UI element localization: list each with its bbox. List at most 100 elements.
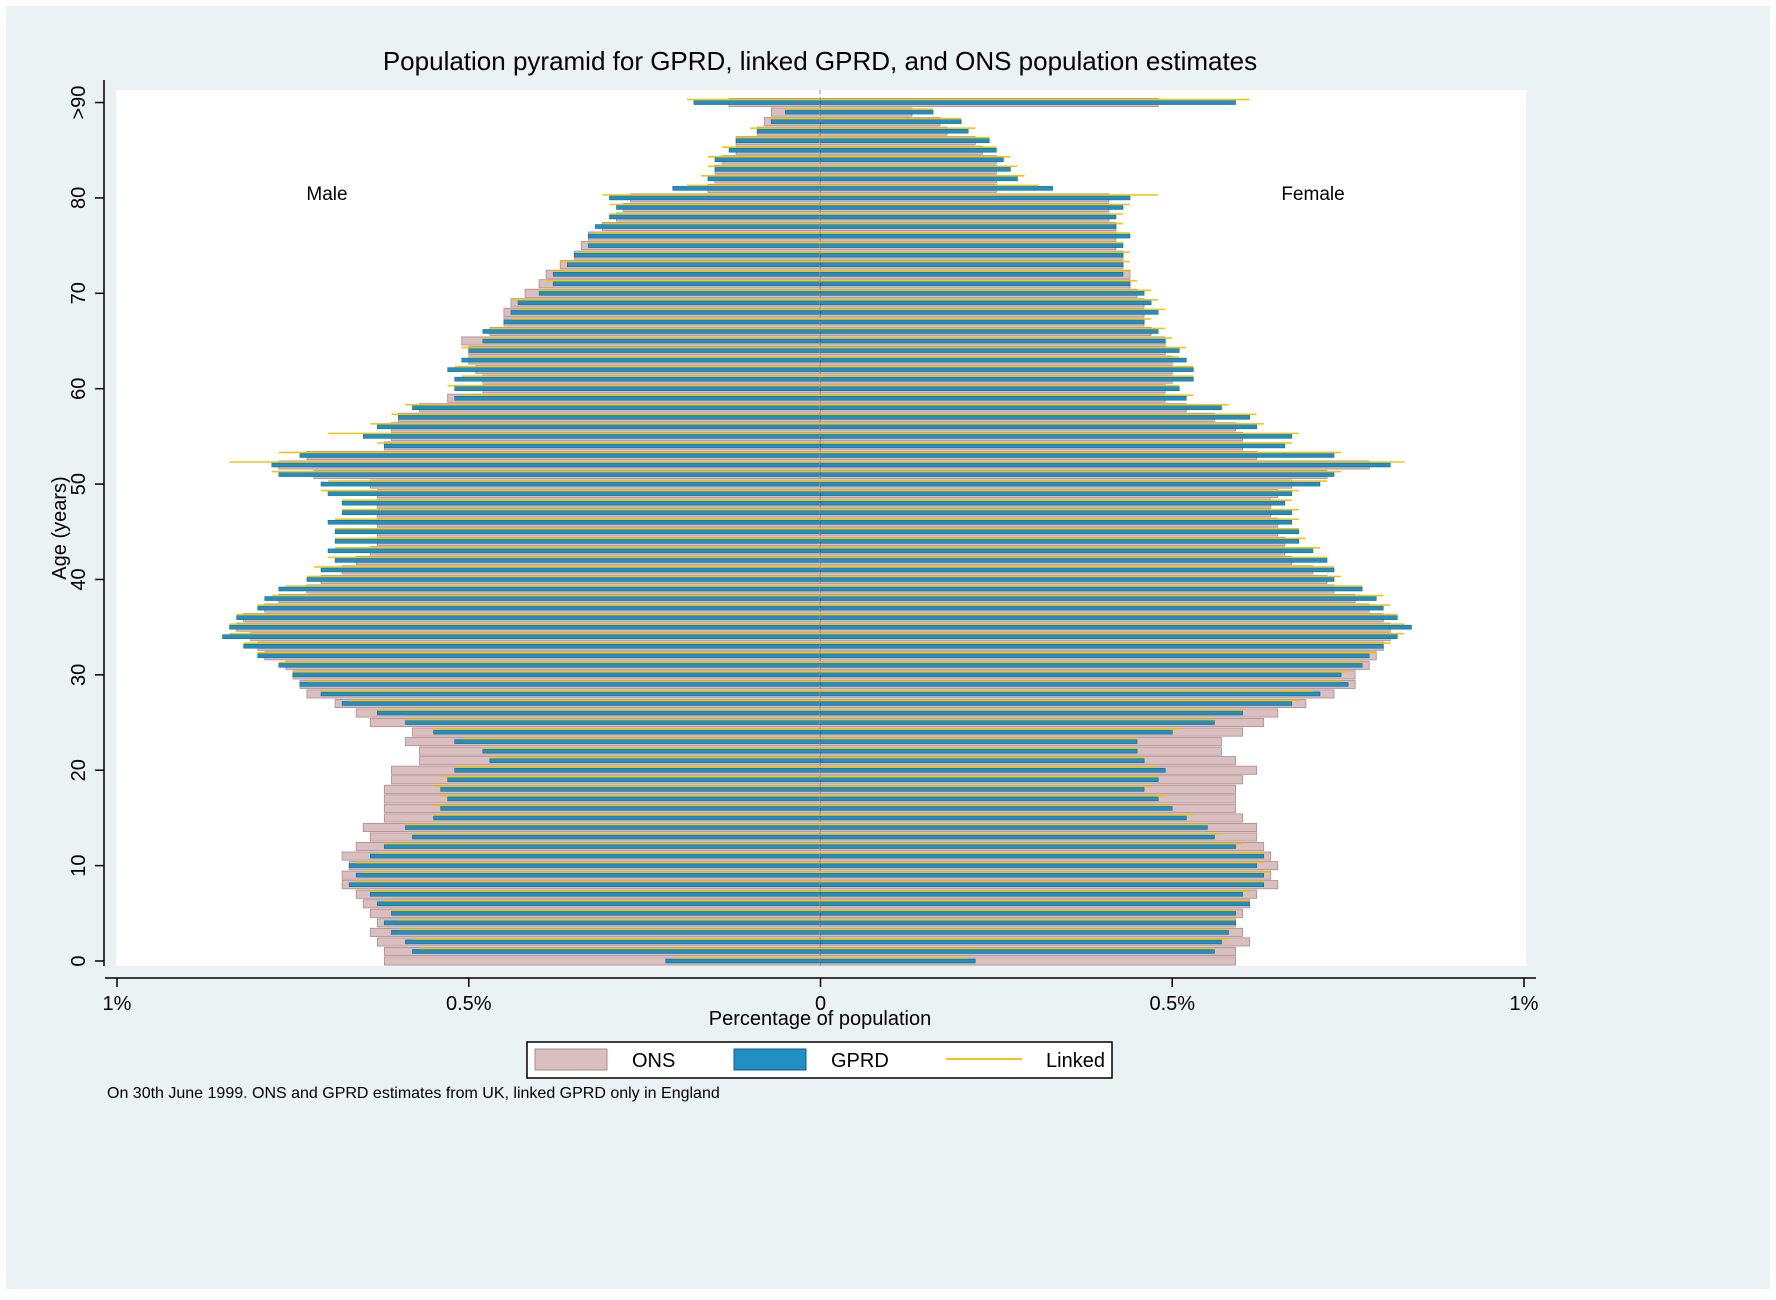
gprd-bar-male-age-87 [756, 128, 821, 134]
gprd-bar-female-age-72 [820, 271, 1124, 277]
x-axis-label: Percentage of population [709, 1008, 931, 1030]
gprd-bar-male-age-9 [355, 872, 821, 878]
gprd-bar-male-age-4 [384, 920, 821, 926]
gprd-bar-male-age-42 [334, 558, 821, 563]
gprd-bar-female-age-36 [820, 615, 1398, 620]
gprd-bar-male-age-55 [362, 434, 821, 439]
gprd-bar-male-age-12 [384, 844, 821, 849]
gprd-bar-male-age-85 [728, 147, 821, 153]
gprd-bar-female-age-51 [820, 472, 1335, 477]
gprd-bar-male-age-90 [693, 100, 821, 105]
gprd-bar-male-age-1 [412, 949, 821, 954]
gprd-bar-male-age-23 [454, 739, 821, 744]
gprd-bar-male-age-52 [271, 462, 821, 468]
y-tick-label-5: 50 [68, 473, 90, 495]
gprd-bar-female-age-87 [820, 128, 969, 134]
gprd-bar-female-age-0 [820, 958, 976, 964]
gprd-bar-female-age-64 [820, 348, 1180, 353]
gprd-bar-female-age-32 [820, 653, 1370, 659]
gprd-bar-male-age-48 [341, 500, 821, 506]
gprd-bar-male-age-45 [334, 529, 821, 535]
gprd-bar-female-age-67 [820, 319, 1145, 325]
gprd-bar-female-age-22 [820, 748, 1138, 754]
gprd-bar-male-age-39 [278, 586, 821, 592]
gprd-bar-male-age-46 [327, 519, 821, 525]
y-tick-label-0: 0 [68, 955, 90, 966]
gprd-bar-male-age-19 [447, 777, 821, 783]
gprd-bar-male-age-66 [482, 329, 821, 334]
gprd-bar-male-age-49 [327, 491, 821, 496]
gprd-bar-male-age-10 [348, 863, 821, 868]
gprd-bar-male-age-58 [412, 405, 821, 411]
gprd-bar-female-age-75 [820, 243, 1124, 248]
gprd-bar-female-age-27 [820, 701, 1293, 706]
gprd-bar-male-age-22 [482, 748, 821, 754]
gprd-bar-female-age-46 [820, 519, 1293, 525]
gprd-bar-female-age-65 [820, 338, 1166, 344]
x-tick-label-0: 1% [103, 993, 132, 1015]
legend-box [526, 1041, 1113, 1079]
gprd-bar-female-age-69 [820, 300, 1152, 306]
gprd-bar-female-age-62 [820, 367, 1194, 372]
gprd-bar-female-age-74 [820, 252, 1124, 258]
gprd-bar-male-age-21 [489, 758, 821, 763]
gprd-bar-female-age-78 [820, 214, 1117, 220]
gprd-bar-female-age-5 [820, 911, 1236, 916]
female-label: Female [1281, 184, 1344, 205]
gprd-bar-female-age-68 [820, 310, 1159, 315]
gprd-bar-female-age-76 [820, 233, 1131, 239]
gprd-bar-male-age-32 [257, 653, 821, 659]
gprd-bar-female-age-20 [820, 767, 1166, 773]
gprd-bar-female-age-59 [820, 395, 1187, 401]
x-tick-label-4: 1% [1510, 993, 1539, 1015]
gprd-bar-female-age-21 [820, 758, 1145, 763]
x-tick-label-2: 0 [815, 993, 826, 1015]
gprd-bar-female-age-31 [820, 663, 1363, 668]
gprd-bar-female-age-50 [820, 481, 1321, 487]
gprd-bar-male-age-41 [320, 567, 821, 573]
gprd-bar-male-age-74 [574, 252, 821, 258]
gprd-bar-female-age-43 [820, 548, 1314, 554]
gprd-bar-female-age-39 [820, 586, 1363, 592]
gprd-bar-female-age-38 [820, 596, 1377, 601]
gprd-bar-male-age-54 [384, 443, 821, 449]
male-label: Male [306, 184, 347, 205]
gprd-bar-male-age-88 [771, 119, 821, 124]
gprd-bar-male-age-0 [665, 958, 821, 964]
gprd-bar-male-age-2 [405, 939, 821, 945]
y-tick-label-6: 60 [68, 378, 90, 400]
gprd-bar-female-age-18 [820, 787, 1145, 792]
gprd-bar-female-age-26 [820, 710, 1243, 716]
gprd-bar-female-age-82 [820, 176, 1018, 182]
gprd-bar-female-age-41 [820, 567, 1335, 573]
gprd-bar-female-age-44 [820, 539, 1300, 544]
gprd-bar-male-age-51 [278, 472, 821, 477]
gprd-bar-female-age-49 [820, 491, 1293, 496]
gprd-bar-male-age-69 [517, 300, 821, 306]
gprd-bar-female-age-34 [820, 634, 1398, 639]
legend-label-gprd: GPRD [831, 1050, 889, 1072]
gprd-bar-female-age-6 [820, 901, 1250, 907]
gprd-bar-female-age-48 [820, 500, 1286, 506]
gprd-bar-female-age-60 [820, 386, 1180, 391]
gprd-bar-male-age-13 [412, 834, 821, 840]
gprd-bar-male-age-34 [222, 634, 821, 639]
gprd-bar-female-age-19 [820, 777, 1159, 783]
gprd-bar-male-age-31 [278, 663, 821, 668]
gprd-bar-male-age-40 [306, 577, 821, 582]
gprd-bar-male-age-59 [454, 395, 821, 401]
gprd-bar-male-age-84 [714, 157, 821, 163]
gprd-bar-female-age-88 [820, 119, 962, 124]
gprd-bar-male-age-63 [461, 357, 821, 363]
gprd-bar-female-age-56 [820, 424, 1257, 430]
gprd-bar-female-age-55 [820, 434, 1293, 439]
gprd-bar-female-age-71 [820, 281, 1131, 287]
gprd-bar-female-age-37 [820, 605, 1384, 611]
gprd-bar-male-age-24 [433, 729, 821, 735]
legend-label-ons: ONS [632, 1050, 675, 1072]
x-axis: 1% 0.5% 0 0.5% 1% [103, 977, 1539, 1015]
y-tick-label-1: 10 [68, 854, 90, 876]
gprd-bar-male-age-27 [341, 701, 821, 706]
gprd-bar-male-age-72 [552, 271, 821, 277]
